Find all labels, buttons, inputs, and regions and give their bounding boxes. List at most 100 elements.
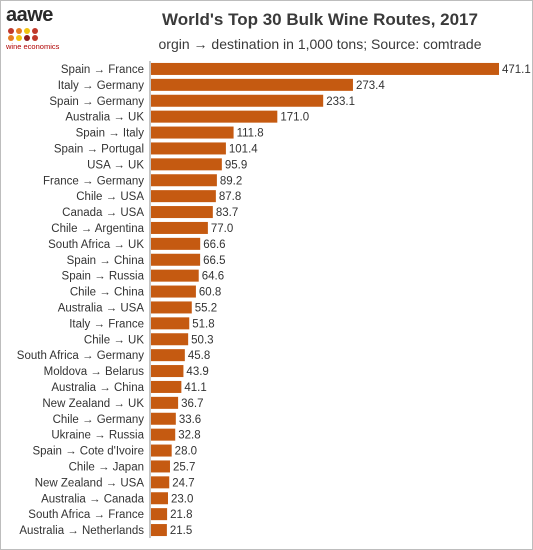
category-label: Spain → Cote d'Ivoire: [32, 446, 144, 458]
bar: [151, 94, 324, 107]
aawe-logo: aawe wine economics: [6, 4, 76, 56]
bar: [151, 460, 170, 473]
bar: [151, 142, 226, 155]
logo-dots-icon: [8, 28, 38, 41]
value-label: 33.6: [179, 414, 201, 426]
bar: [151, 333, 189, 346]
category-label: New Zealand → UK: [42, 398, 144, 410]
value-label: 171.0: [280, 112, 309, 124]
category-label: Chile → UK: [84, 334, 144, 346]
value-label: 51.8: [192, 318, 214, 330]
logo-dot: [8, 35, 14, 41]
value-label: 23.0: [171, 493, 193, 505]
bar: [151, 301, 192, 314]
value-label: 471.1: [502, 64, 531, 76]
logo-dot: [32, 35, 38, 41]
value-label: 95.9: [225, 159, 247, 171]
category-label: Spain → Russia: [62, 271, 145, 283]
category-label: Australia → Canada: [41, 493, 145, 505]
bar: [151, 174, 217, 187]
value-label: 66.6: [203, 239, 225, 251]
value-label: 32.8: [178, 430, 200, 442]
value-label: 43.9: [186, 366, 208, 378]
bar: [151, 444, 172, 457]
category-label: Chile → USA: [76, 191, 144, 203]
logo-dot: [24, 35, 30, 41]
category-label: Moldova → Belarus: [44, 366, 145, 378]
bar: [151, 524, 167, 537]
value-label: 60.8: [199, 287, 221, 299]
category-label: South Africa → Germany: [17, 350, 144, 362]
category-label: USA → UK: [87, 159, 144, 171]
value-label: 77.0: [211, 223, 233, 235]
value-label: 24.7: [172, 477, 194, 489]
value-label: 21.8: [170, 509, 192, 521]
category-label: Australia → Netherlands: [19, 525, 144, 537]
value-label: 55.2: [195, 302, 217, 314]
bar: [151, 285, 196, 298]
bar: [151, 412, 176, 425]
category-label: Chile → Argentina: [51, 223, 144, 235]
category-label: Italy → France: [69, 318, 144, 330]
value-label: 89.2: [220, 175, 242, 187]
logo-text: aawe: [6, 4, 53, 26]
logo-dot: [24, 28, 30, 34]
bar: [151, 492, 168, 505]
logo-dot: [8, 28, 14, 34]
value-label: 101.4: [229, 143, 258, 155]
category-label: Spain → Italy: [76, 128, 145, 140]
bar: [151, 190, 216, 203]
value-label: 83.7: [216, 207, 238, 219]
value-label: 50.3: [191, 334, 213, 346]
bar: [151, 206, 213, 219]
category-label: Spain → China: [67, 255, 145, 267]
bar: [151, 476, 170, 489]
value-label: 233.1: [326, 96, 355, 108]
bar: [151, 380, 182, 393]
bar: [151, 110, 278, 123]
bar: [151, 269, 199, 282]
chart-title: World's Top 30 Bulk Wine Routes, 2017: [162, 10, 478, 29]
category-label: Spain → France: [61, 64, 144, 76]
category-label: Ukraine → Russia: [51, 430, 144, 442]
logo-dot: [32, 28, 38, 34]
category-label: Canada → USA: [62, 207, 144, 219]
category-label: Spain → Germany: [49, 96, 144, 108]
bar: [151, 221, 208, 234]
value-label: 66.5: [203, 255, 225, 267]
value-label: 36.7: [181, 398, 203, 410]
bar: [151, 62, 499, 75]
value-label: 28.0: [175, 446, 197, 458]
bar: [151, 396, 179, 409]
bar: [151, 365, 184, 378]
value-label: 64.6: [202, 271, 224, 283]
category-label: Spain → Portugal: [54, 143, 144, 155]
bar: [151, 126, 234, 139]
bar: [151, 78, 353, 91]
category-label: South Africa → UK: [48, 239, 144, 251]
bar: [151, 237, 201, 250]
value-label: 21.5: [170, 525, 192, 537]
bar: [151, 428, 176, 441]
bar: [151, 158, 222, 171]
logo-dot: [16, 28, 22, 34]
value-label: 41.1: [184, 382, 206, 394]
value-label: 273.4: [356, 80, 385, 92]
value-label: 25.7: [173, 461, 195, 473]
bar: [151, 508, 168, 521]
category-label: Australia → USA: [58, 302, 145, 314]
category-label: France → Germany: [43, 175, 144, 187]
category-label: Chile → Germany: [53, 414, 145, 426]
logo-dot: [16, 35, 22, 41]
category-label: Chile → Japan: [69, 461, 144, 473]
value-label: 87.8: [219, 191, 241, 203]
category-label: Italy → Germany: [58, 80, 145, 92]
bar: [151, 253, 201, 266]
logo-subtext: wine economics: [6, 42, 60, 51]
category-label: South Africa → France: [28, 509, 144, 521]
category-label: Australia → China: [51, 382, 144, 394]
bar: [151, 317, 190, 330]
chart-subtitle: orgin → destination in 1,000 tons; Sourc…: [158, 36, 482, 52]
